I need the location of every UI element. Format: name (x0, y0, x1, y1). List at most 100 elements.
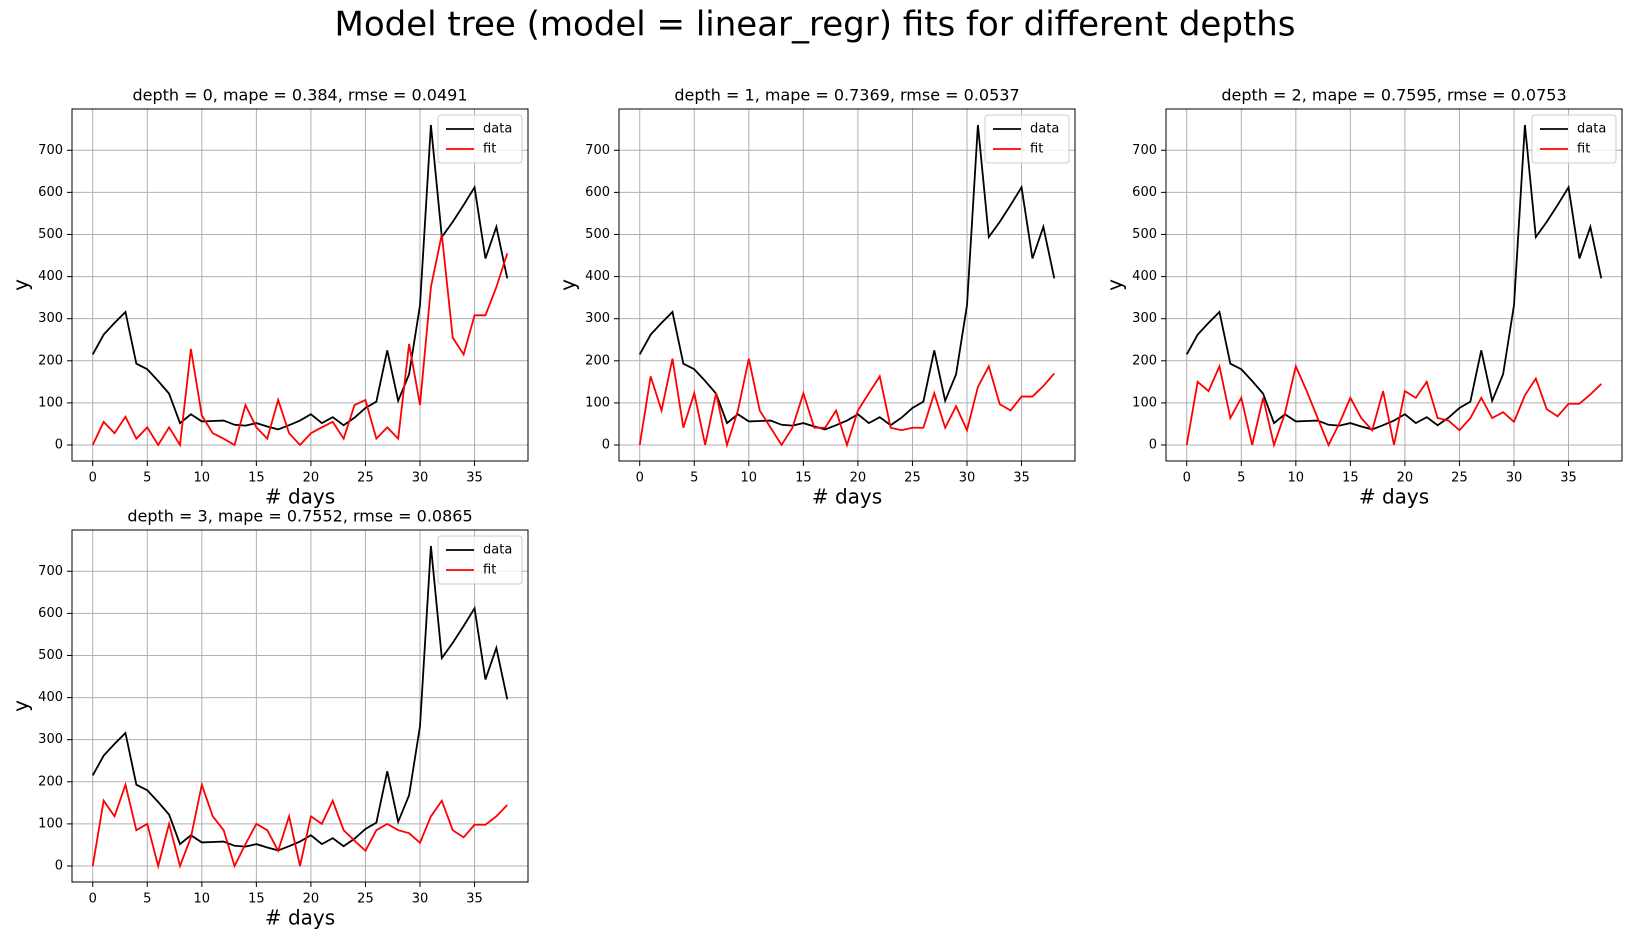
legend-label: data (1577, 122, 1606, 137)
legend-box (437, 535, 523, 585)
x-tick-label: 0 (89, 892, 97, 907)
x-tick-label: 20 (1397, 471, 1414, 486)
series-line (638, 358, 1055, 449)
y-tick-label: 0 (55, 438, 63, 453)
y-tick-label: 0 (1149, 438, 1157, 453)
plot-frame (71, 108, 529, 462)
series-line (91, 124, 509, 431)
y-tick-label: 700 (585, 143, 610, 158)
y-tick-label: 500 (38, 227, 63, 242)
y-tick-label: 400 (38, 690, 63, 705)
series-line (91, 234, 509, 448)
x-tick-label: 25 (357, 892, 374, 907)
x-tick-label: 5 (143, 471, 151, 486)
x-tick-label: 30 (412, 892, 429, 907)
x-tick-label: 20 (850, 471, 867, 486)
plot-frame (71, 529, 529, 883)
x-tick-label: 10 (194, 471, 211, 486)
legend-label: data (483, 122, 512, 137)
series-line (638, 124, 1056, 431)
x-axis-label: # days (812, 485, 882, 509)
x-tick-label: 5 (1237, 471, 1245, 486)
legend-box (1531, 114, 1617, 164)
figure-title: Model tree (model = linear_regr) fits fo… (335, 5, 1296, 45)
x-tick-label: 25 (1451, 471, 1468, 486)
y-tick-label: 400 (585, 269, 610, 284)
x-tick-label: 25 (904, 471, 921, 486)
x-tick-label: 10 (1288, 471, 1305, 486)
y-axis-label: y (9, 279, 33, 291)
y-axis-label: y (9, 700, 33, 712)
series-line (1185, 363, 1602, 449)
legend-label: data (1030, 122, 1059, 137)
y-tick-label: 700 (38, 143, 63, 158)
y-tick-label: 600 (38, 606, 63, 621)
y-tick-label: 200 (585, 353, 610, 368)
subplot-title: depth = 2, mape = 0.7595, rmse = 0.0753 (1221, 86, 1566, 105)
y-tick-label: 100 (585, 395, 610, 410)
x-tick-label: 15 (1342, 471, 1359, 486)
x-tick-label: 25 (357, 471, 374, 486)
plot-frame (618, 108, 1076, 462)
series-line (91, 781, 508, 870)
x-tick-label: 15 (795, 471, 812, 486)
x-tick-label: 5 (690, 471, 698, 486)
y-tick-label: 100 (38, 816, 63, 831)
x-tick-label: 5 (143, 892, 151, 907)
y-tick-label: 300 (38, 732, 63, 747)
x-tick-label: 20 (303, 471, 320, 486)
x-axis-label: # days (265, 906, 335, 930)
y-tick-label: 500 (585, 227, 610, 242)
y-axis-label: y (556, 279, 580, 291)
y-tick-label: 300 (38, 311, 63, 326)
x-tick-label: 0 (636, 471, 644, 486)
x-axis-label: # days (1359, 485, 1429, 509)
y-tick-label: 600 (1132, 185, 1157, 200)
legend-label: data (483, 543, 512, 558)
x-tick-label: 35 (1013, 471, 1030, 486)
legend-box (984, 114, 1070, 164)
x-tick-label: 35 (466, 471, 483, 486)
x-axis-label: # days (265, 485, 335, 509)
y-tick-label: 400 (38, 269, 63, 284)
y-tick-label: 200 (38, 774, 63, 789)
x-tick-label: 35 (466, 892, 483, 907)
legend-label: fit (483, 142, 496, 157)
y-tick-label: 700 (38, 564, 63, 579)
x-tick-label: 30 (959, 471, 976, 486)
x-tick-label: 15 (248, 892, 265, 907)
y-tick-label: 100 (38, 395, 63, 410)
subplot-title: depth = 3, mape = 0.7552, rmse = 0.0865 (127, 507, 472, 526)
legend-label: fit (1030, 142, 1043, 157)
y-tick-label: 200 (38, 353, 63, 368)
x-tick-label: 0 (89, 471, 97, 486)
x-tick-label: 10 (741, 471, 758, 486)
y-tick-label: 500 (1132, 227, 1157, 242)
plot-frame (1165, 108, 1623, 462)
y-tick-label: 700 (1132, 143, 1157, 158)
y-tick-label: 500 (38, 648, 63, 663)
subplot-title: depth = 0, mape = 0.384, rmse = 0.0491 (132, 86, 467, 105)
x-tick-label: 20 (303, 892, 320, 907)
y-tick-label: 200 (1132, 353, 1157, 368)
y-axis-label: y (1103, 279, 1127, 291)
x-tick-label: 30 (412, 471, 429, 486)
legend-label: fit (1577, 142, 1590, 157)
y-tick-label: 400 (1132, 269, 1157, 284)
y-tick-label: 300 (1132, 311, 1157, 326)
y-tick-label: 0 (602, 438, 610, 453)
series-line (1185, 124, 1603, 431)
subplot-title: depth = 1, mape = 0.7369, rmse = 0.0537 (674, 86, 1019, 105)
legend-label: fit (483, 563, 496, 578)
y-tick-label: 100 (1132, 395, 1157, 410)
x-tick-label: 15 (248, 471, 265, 486)
x-tick-label: 10 (194, 892, 211, 907)
x-tick-label: 35 (1560, 471, 1577, 486)
y-tick-label: 600 (38, 185, 63, 200)
x-tick-label: 0 (1183, 471, 1191, 486)
y-tick-label: 600 (585, 185, 610, 200)
series-line (91, 545, 509, 852)
legend-box (437, 114, 523, 164)
x-tick-label: 30 (1506, 471, 1523, 486)
